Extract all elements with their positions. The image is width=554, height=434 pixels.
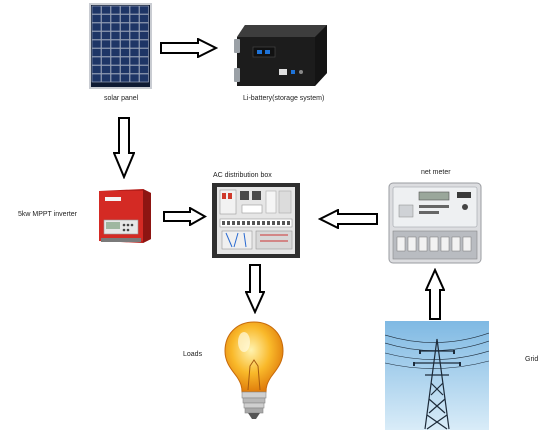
- net-meter-label: net meter: [421, 169, 451, 176]
- power-pylon-icon: [385, 321, 489, 430]
- loads-label: Loads: [183, 351, 203, 358]
- inverter-icon: [97, 187, 153, 245]
- solar-panel-label: solar panel: [104, 95, 139, 102]
- arrow-up-icon: [425, 268, 445, 320]
- battery-icon: [231, 23, 329, 89]
- battery-label: Li-battery(storage system): [243, 95, 325, 102]
- arrow-right-icon: [160, 38, 218, 58]
- arrow-left-icon: [318, 209, 378, 229]
- arrow-down-icon: [113, 117, 135, 179]
- ac-distribution-box-icon: [212, 183, 300, 258]
- grid-label: Grid: [525, 356, 539, 363]
- solar-panel-icon: [89, 3, 152, 89]
- inverter-label: 5kw MPPT inverter: [18, 211, 77, 218]
- arrow-right-icon: [163, 207, 207, 226]
- ac-box-label: AC distribution box: [213, 172, 272, 179]
- net-meter-icon: [387, 181, 483, 265]
- arrow-down-icon: [245, 264, 265, 314]
- light-bulb-icon: [222, 320, 286, 422]
